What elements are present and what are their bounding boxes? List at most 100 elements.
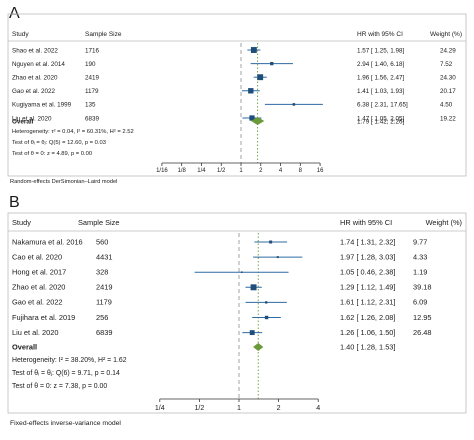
overall-diamond: [253, 343, 264, 351]
overall-label: Overall: [12, 118, 34, 125]
hr-marker: [270, 61, 274, 66]
header-study: Study: [12, 31, 29, 38]
study-label: Hong et al. 2017: [12, 268, 66, 277]
sample-size: 135: [85, 102, 96, 109]
study-label: Shao et al. 2022: [12, 47, 58, 54]
panel-a-letter: A: [9, 5, 20, 22]
weight-value: 20.17: [440, 88, 456, 95]
overall-hr-ci-text: 1.40 [ 1.28, 1.53]: [340, 342, 395, 351]
study-label: Nakamura et al. 2016: [12, 237, 83, 246]
hr-marker: [257, 74, 264, 81]
sample-size: 1179: [85, 88, 99, 95]
sample-size: 6839: [85, 115, 100, 122]
overall-hr-ci-text: 1.79 [ 1.42, 2.26]: [357, 118, 405, 125]
header-weight: Weight (%): [430, 31, 462, 38]
hr-ci-text: 1.96 [ 1.56, 2.47]: [357, 75, 405, 82]
hr-ci-text: 1.62 [ 1.26, 2.08]: [340, 313, 395, 322]
weight-value: 24.29: [440, 47, 456, 54]
hr-ci-text: 1.61 [ 1.12, 2.31]: [340, 298, 395, 307]
x-tick-label: 2: [259, 168, 263, 174]
header-hr-ci: HR with 95% CI: [357, 31, 403, 38]
weight-value: 7.52: [440, 61, 453, 68]
weight-value: 26.48: [413, 328, 432, 337]
heterogeneity-stat: Test of θ = 0: z = 7.38, p = 0.00: [12, 383, 107, 390]
heterogeneity-stat: Heterogeneity: τ² = 0.04, I² = 60.31%, H…: [12, 129, 134, 135]
study-label: Zhao et al. 2020: [12, 283, 65, 292]
sample-size: 6839: [96, 328, 112, 337]
sample-size: 560: [96, 237, 108, 246]
study-label: Nguyen et al. 2014: [12, 61, 65, 68]
x-tick-label: 8: [299, 168, 303, 174]
header-sample-size: Sample Size: [85, 31, 122, 38]
weight-value: 6.09: [413, 298, 427, 307]
x-tick-label: 16: [317, 168, 324, 174]
weight-value: 9.77: [413, 237, 427, 246]
sample-size: 2419: [96, 283, 112, 292]
x-tick-label: 1: [239, 168, 243, 174]
header-weight: Weight (%): [426, 218, 462, 227]
hr-ci-text: 6.38 [ 2.31, 17.65]: [357, 102, 408, 109]
x-tick-label: 2: [277, 404, 281, 412]
x-tick-label: 4: [279, 168, 283, 174]
x-tick-label: 1/4: [155, 404, 165, 412]
weight-value: 39.18: [413, 283, 432, 292]
header-sample-size: Sample Size: [78, 218, 120, 227]
x-tick-label: 1/16: [156, 168, 168, 174]
hr-marker: [249, 115, 255, 121]
heterogeneity-stat: Test of θ = 0: z = 4.89, p = 0.00: [12, 151, 92, 157]
hr-ci-text: 1.29 [ 1.12, 1.49]: [340, 283, 395, 292]
panel-frame: [7, 13, 467, 177]
weight-value: 19.22: [440, 115, 456, 122]
hr-ci-text: 1.05 [ 0.46, 2.38]: [340, 268, 395, 277]
panel-b-letter: B: [9, 194, 20, 211]
hr-ci-text: 1.74 [ 1.31, 2.32]: [340, 237, 395, 246]
x-tick-label: 1: [237, 404, 241, 412]
study-label: Cao et al. 2020: [12, 252, 62, 261]
hr-marker: [250, 47, 257, 53]
weight-value: 4.33: [413, 252, 427, 261]
sample-size: 1716: [85, 47, 100, 54]
overall-label: Overall: [12, 342, 37, 351]
study-label: Gao et al. 2022: [12, 88, 56, 95]
header-study: Study: [12, 218, 31, 227]
hr-marker: [276, 256, 279, 259]
header-hr-ci: HR with 95% CI: [340, 218, 392, 227]
hr-marker: [250, 284, 257, 291]
hr-ci-text: 2.94 [ 1.40, 6.18]: [357, 61, 405, 68]
model-footnote: Random-effects DerSimonian–Laird model: [10, 179, 117, 185]
weight-value: 4.50: [440, 102, 453, 109]
study-label: Liu et al. 2020: [12, 328, 58, 337]
hr-ci-text: 1.97 [ 1.28, 3.03]: [340, 252, 395, 261]
study-label: Liu et al. 2020: [12, 115, 52, 122]
hr-marker: [248, 88, 254, 94]
study-label: Kugiyama et al. 1999: [12, 102, 72, 109]
sample-size: 2419: [85, 75, 100, 82]
model-footnote: Fixed-effects inverse-variance model: [10, 420, 121, 427]
x-tick-label: 1/8: [178, 168, 187, 174]
weight-value: 12.95: [413, 313, 432, 322]
hr-ci-text: 1.26 [ 1.06, 1.50]: [340, 328, 395, 337]
hr-marker: [249, 330, 255, 336]
study-label: Fujihara et al. 2019: [12, 313, 75, 322]
panel-frame: [7, 212, 467, 414]
hr-ci-text: 1.47 [ 1.05, 2.05]: [357, 115, 405, 122]
hr-ci-text: 1.57 [ 1.25, 1.98]: [357, 47, 405, 54]
sample-size: 1179: [96, 298, 112, 307]
x-tick-label: 1/4: [197, 168, 206, 174]
weight-value: 1.19: [413, 268, 427, 277]
sample-size: 4431: [96, 252, 112, 261]
study-label: Gao et al. 2022: [12, 298, 63, 307]
heterogeneity-stat: Test of θᵢ = θⱼ: Q(6) = 9.71, p = 0.14: [12, 370, 120, 377]
hr-ci-text: 1.41 [ 1.03, 1.93]: [357, 88, 405, 95]
x-tick-label: 1/2: [217, 168, 226, 174]
sample-size: 256: [96, 313, 108, 322]
hr-marker: [269, 240, 273, 244]
sample-size: 190: [85, 61, 96, 68]
overall-diamond: [251, 117, 265, 125]
hr-marker: [265, 301, 268, 304]
x-tick-label: 1/2: [194, 404, 204, 412]
weight-value: 24.30: [440, 75, 456, 82]
hr-marker: [292, 103, 296, 106]
study-label: Zhao et al. 2020: [12, 75, 58, 82]
